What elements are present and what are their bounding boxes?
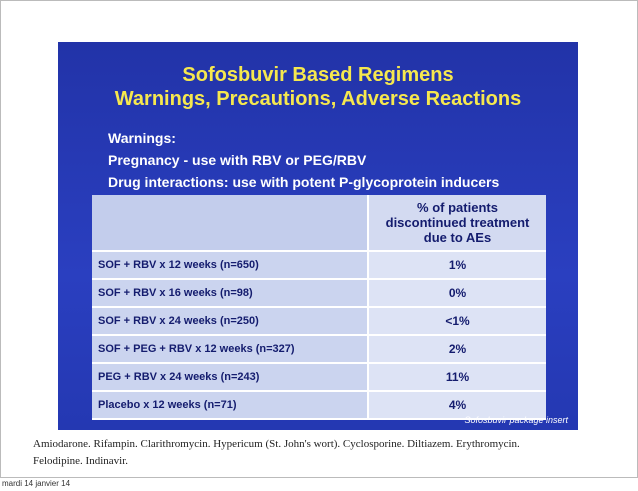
- note: Amiodarone. Rifampin. Clarithromycin. Hy…: [33, 438, 520, 450]
- table-row: SOF + PEG + RBV x 12 weeks (n=327) 2%: [92, 336, 546, 364]
- table-row: Placebo x 12 weeks (n=71) 4%: [92, 392, 546, 420]
- regimen-cell: PEG + RBV x 24 weeks (n=243): [92, 364, 369, 390]
- regimen-cell: Placebo x 12 weeks (n=71): [92, 392, 369, 418]
- header-cell: [92, 195, 369, 250]
- regimen-cell: SOF + RBV x 24 weeks (n=250): [92, 308, 369, 334]
- regimen-cell: SOF + RBV x 16 weeks (n=98): [92, 280, 369, 306]
- table: % of patients discontinued treatment due…: [92, 195, 546, 420]
- slide: Sofosbuvir Based Regimens Warnings, Prec…: [58, 42, 578, 430]
- slide-title: Warnings, Precautions, Adverse Reactions: [114, 88, 522, 110]
- footer-date: mardi 14 janvier 14: [2, 479, 71, 488]
- source: Sofosbuvir package insert: [464, 415, 568, 425]
- note: Felodipine. Indinavir.: [33, 455, 129, 467]
- footer-rule: [0, 477, 638, 478]
- warning: Pregnancy - use with RBV or PEG/RBV: [108, 152, 367, 168]
- value-cell: 2%: [369, 336, 546, 362]
- value-cell: 0%: [369, 280, 546, 306]
- header-line: due to AEs: [423, 230, 492, 245]
- regimen-cell: SOF + RBV x 12 weeks (n=650): [92, 252, 369, 278]
- warning: Drug interactions: use with potent P-gly…: [108, 174, 500, 190]
- table-row: SOF + RBV x 12 weeks (n=650) 1%: [92, 252, 546, 280]
- header-cell: % of patients discontinued treatment due…: [369, 195, 546, 250]
- warnings-heading: Warnings:: [108, 130, 176, 146]
- header-line: % of patients: [417, 200, 498, 215]
- table-row: PEG + RBV x 24 weeks (n=243) 11%: [92, 364, 546, 392]
- value-cell: 1%: [369, 252, 546, 278]
- header-line: discontinued treatment: [385, 215, 530, 230]
- slide-title: Sofosbuvir Based Regimens: [182, 64, 454, 86]
- table-header: % of patients discontinued treatment due…: [92, 195, 546, 252]
- regimen-cell: SOF + PEG + RBV x 12 weeks (n=327): [92, 336, 369, 362]
- value-cell: 11%: [369, 364, 546, 390]
- value-cell: 4%: [369, 392, 546, 418]
- value-cell: <1%: [369, 308, 546, 334]
- table-row: SOF + RBV x 24 weeks (n=250) <1%: [92, 308, 546, 336]
- table-row: SOF + RBV x 16 weeks (n=98) 0%: [92, 280, 546, 308]
